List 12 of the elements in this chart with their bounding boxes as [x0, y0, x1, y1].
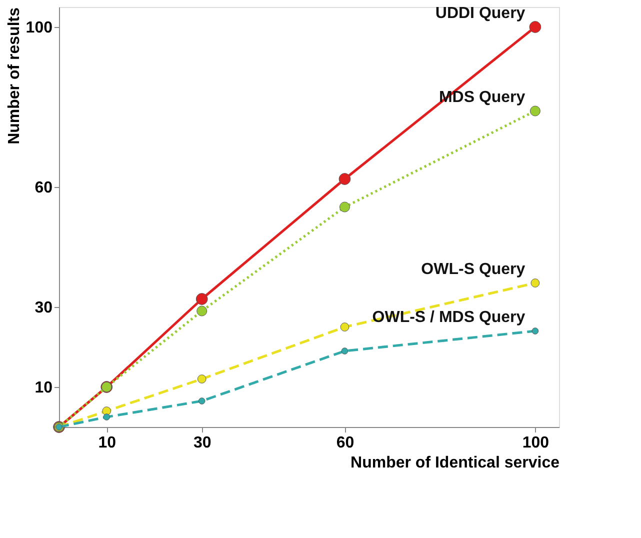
series-label: UDDI Query — [435, 5, 526, 22]
y-tick-label: 30 — [34, 300, 53, 316]
y-tick-label: 100 — [26, 20, 53, 36]
y-axis-title: Number of results — [6, 7, 23, 144]
y-tick-label: 60 — [34, 180, 53, 196]
y-tick-label: 10 — [34, 380, 53, 396]
series-label: OWL-S Query — [421, 261, 526, 278]
x-tick-label: 60 — [336, 434, 354, 452]
x-tick-label: 10 — [98, 434, 116, 452]
x-tick-label: 100 — [522, 434, 550, 452]
x-axis-title: Number of Identical service — [350, 454, 560, 472]
x-tick-label: 30 — [193, 434, 212, 452]
